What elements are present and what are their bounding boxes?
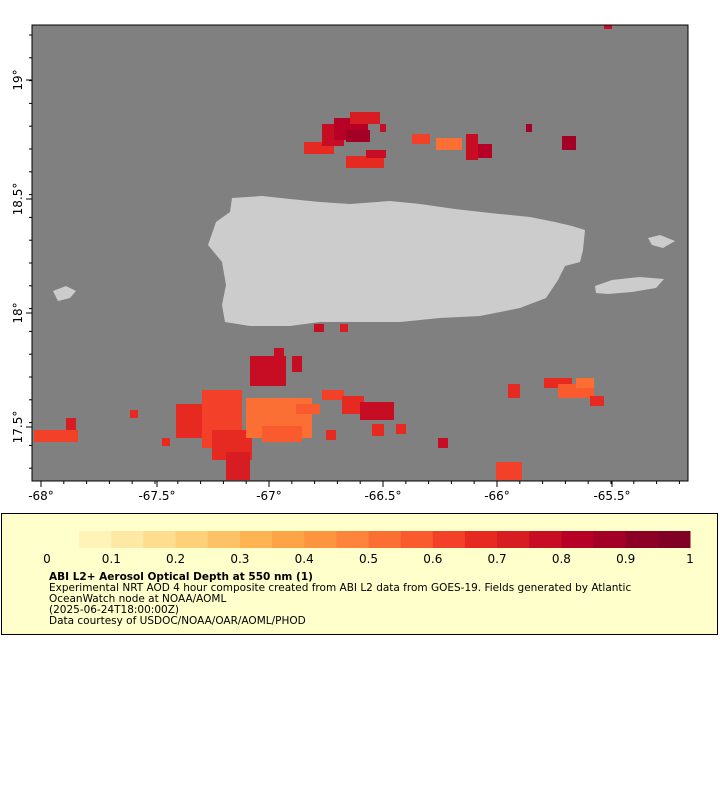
y-tick-label: 18.5° xyxy=(11,183,25,216)
colorbar-cell xyxy=(175,531,209,548)
colorbar-cell xyxy=(79,531,112,548)
colorbar-cell xyxy=(368,531,402,548)
colorbar-cell xyxy=(464,531,498,548)
colorbar-tick-label: 0.6 xyxy=(423,552,442,566)
colorbar-cell xyxy=(625,531,659,548)
colorbar-cell xyxy=(143,531,177,548)
colorbar-tick-label: 0.7 xyxy=(488,552,507,566)
x-tick-label: -65.5° xyxy=(593,489,630,503)
colorbar-tick-label: 0.4 xyxy=(295,552,314,566)
y-tick-label: 19° xyxy=(11,69,25,90)
y-axis: 19° 18.5° 18° 17.5° xyxy=(11,34,32,469)
colorbar-tick-label: 0.1 xyxy=(102,552,121,566)
colorbar-labels: 0 0.1 0.2 0.3 0.4 0.5 0.6 0.7 0.8 0.9 1 xyxy=(43,552,694,566)
colorbar-cell xyxy=(529,531,562,548)
colorbar-cell xyxy=(304,531,337,548)
x-tick-label: -68° xyxy=(28,489,54,503)
colorbar-tick-label: 1 xyxy=(686,552,694,566)
x-tick-label: -67° xyxy=(256,489,282,503)
mona-island-land xyxy=(53,286,76,301)
colorbar: 0 0.1 0.2 0.3 0.4 0.5 0.6 0.7 0.8 0.9 1 xyxy=(43,531,694,566)
colorbar-tick-label: 0 xyxy=(43,552,51,566)
y-tick-label: 18° xyxy=(11,302,25,323)
x-tick-label: -67.5° xyxy=(138,489,175,503)
x-tick-label: -66° xyxy=(484,489,510,503)
legend-credit: Data courtesy of USDOC/NOAA/OAR/AOML/PHO… xyxy=(49,615,306,627)
colorbar-cell xyxy=(336,531,369,548)
legend-description-line2: OceanWatch node at NOAA/AOML xyxy=(49,593,227,605)
legend-title: ABI L2+ Aerosol Optical Depth at 550 nm … xyxy=(49,571,313,583)
colorbar-tick-label: 0.8 xyxy=(552,552,571,566)
colorbar-cell xyxy=(400,531,434,548)
colorbar-cell xyxy=(111,531,144,548)
colorbar-cells xyxy=(47,531,691,548)
legend-description-line1: Experimental NRT AOD 4 hour composite cr… xyxy=(49,582,632,594)
colorbar-tick-label: 0.9 xyxy=(616,552,635,566)
vieques-land xyxy=(595,277,664,294)
aod-pixels xyxy=(34,25,612,480)
colorbar-cell xyxy=(657,531,691,548)
puerto-rico-land xyxy=(208,196,585,326)
aod-map: -68° -67.5° -67° -66.5° -66° -65.5° 19°18.5°1… xyxy=(11,24,689,503)
x-axis: -68° -67.5° -67° -66.5° -66° -65.5° xyxy=(28,481,680,503)
legend-timestamp: (2025-06-24T18:00:00Z) xyxy=(49,604,179,616)
legend-panel: 0 0.1 0.2 0.3 0.4 0.5 0.6 0.7 0.8 0.9 1 ABI L2+ Ae… xyxy=(1,513,718,635)
culebra-land xyxy=(648,235,675,248)
colorbar-cell xyxy=(47,531,80,548)
colorbar-cell xyxy=(593,531,627,548)
colorbar-tick-label: 0.5 xyxy=(359,552,378,566)
colorbar-cell xyxy=(561,531,595,548)
colorbar-tick-label: 0.3 xyxy=(230,552,249,566)
colorbar-cell xyxy=(239,531,273,548)
colorbar-cell xyxy=(497,531,530,548)
colorbar-tick-label: 0.2 xyxy=(166,552,185,566)
y-tick-label: 17.5° xyxy=(11,411,25,444)
colorbar-cell xyxy=(207,531,241,548)
colorbar-cell xyxy=(432,531,466,548)
x-tick-label: -66.5° xyxy=(364,489,401,503)
colorbar-cell xyxy=(272,531,305,548)
